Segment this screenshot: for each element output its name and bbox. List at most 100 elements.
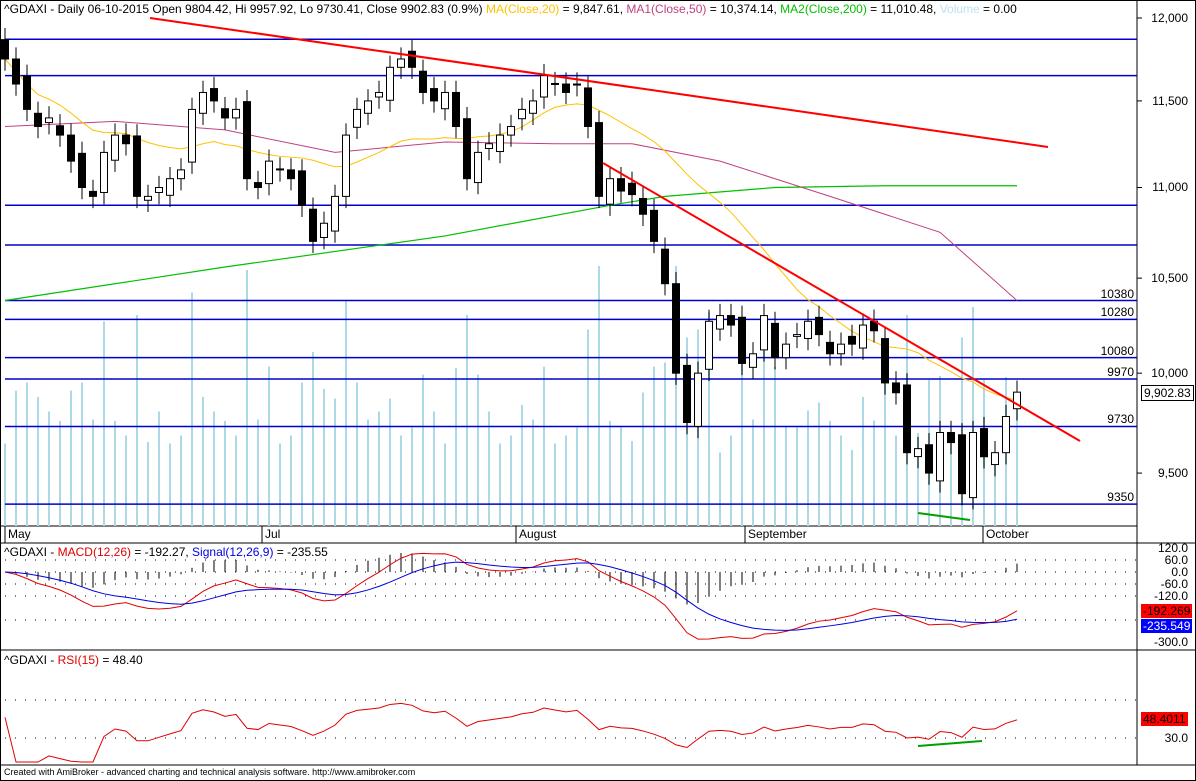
volume-bar [378,411,380,526]
candle-body [375,91,383,98]
candle-body [331,195,339,232]
candle-body [23,75,31,110]
volume-bar [895,435,897,526]
volume-bar [312,352,314,526]
volume-bar [719,452,721,526]
volume-bar [411,427,413,526]
divergence-line-rsi [917,740,983,747]
signal-line [4,561,1018,631]
volume-bar [730,435,732,526]
trendline-short [602,162,1081,442]
ma200-label: MA2(Close,200) [780,2,867,16]
trendline-long [149,17,1049,148]
level-label: 10280 [1100,305,1134,320]
candle-body [78,152,86,188]
volume-bar [917,433,919,526]
price-header: ^GDAXI - Daily 06-10-2015 Open 9804.42, … [4,2,1017,16]
macd-label: MACD(12,26) [57,545,131,559]
ma20-value: = 9,847.61, [559,2,627,16]
volume-bar [37,397,39,526]
candle-body [716,315,724,330]
candle-body [397,58,405,68]
candle-body [276,168,284,171]
candle-body [694,372,702,427]
candle-body [496,134,504,153]
volume-value: = 0.00 [979,2,1017,16]
candle-body [408,50,416,68]
candle-body [221,108,229,119]
volume-bar [4,443,6,526]
volume-bar [631,441,633,526]
candle-body [1,39,9,60]
price-axis-label: 11,500 [1152,93,1188,108]
volume-bar [125,435,127,526]
volume-bar [279,443,281,526]
candle-body [507,125,515,136]
candle-body [430,88,438,102]
level-label: 10380 [1100,286,1134,301]
ma50-label: MA1(Close,50) [626,2,707,16]
candle-body [188,108,196,163]
volume-bar [477,374,479,526]
candle-body [474,151,482,184]
ma50-line [4,120,1018,301]
volume-bar [576,427,578,526]
signal-value: = -235.55 [273,545,328,559]
volume-bar [334,398,336,526]
candle-body [738,316,746,364]
macd-axis-label: 0.0 [1171,565,1188,579]
candle-body [958,434,966,495]
volume-bar [763,344,765,526]
volume-bar [81,382,83,526]
candle-body [595,122,603,197]
volume-bar [466,315,468,526]
candle-body [100,151,108,193]
volume-bar [367,419,369,526]
volume-bar [543,366,545,526]
volume-bar [48,411,50,526]
candle-body [111,134,119,161]
volume-bar [829,421,831,526]
ma50-value: = 10,374.14, [706,2,781,16]
candle-body [199,91,207,114]
volume-bar [114,421,116,526]
candle-body [529,100,537,114]
candle-body [705,320,713,370]
volume-bar [202,397,204,526]
volume-bar [950,435,952,526]
candle-body [254,182,262,188]
signal-label: Signal(12,26,9) [192,545,274,559]
volume-bar [356,382,358,526]
volume-bar [774,367,776,526]
candle-body [661,248,669,285]
volume-bar [807,410,809,526]
volume-bar [818,402,820,526]
candle-body [122,134,130,145]
volume-bar [345,300,347,526]
volume-bar [213,411,215,526]
volume-bar [972,307,974,526]
volume-bar [26,382,28,526]
rsi-value-tag: 48.4011 [1141,712,1188,726]
candle-body [166,178,174,196]
macd-prefix: ^GDAXI - [4,545,58,559]
candle-body [815,316,823,336]
volume-bar [862,397,864,526]
candle-body [771,322,779,359]
candle-body [540,75,548,98]
candle-body [463,118,471,180]
candle-body [672,283,680,374]
volume-bar [1016,394,1018,526]
price-axis-label: 10,500 [1151,271,1188,286]
macd-axis-label: 120.0 [1157,541,1188,555]
candle-body [67,134,75,162]
candle-body [320,222,328,238]
candle-body [936,431,944,482]
macd-axis-label: -300.0 [1153,635,1188,649]
volume-bar [257,419,259,526]
volume-bar [565,435,567,526]
level-label: 10080 [1100,343,1134,358]
month-label: August [519,527,557,541]
candle-body [309,208,317,242]
